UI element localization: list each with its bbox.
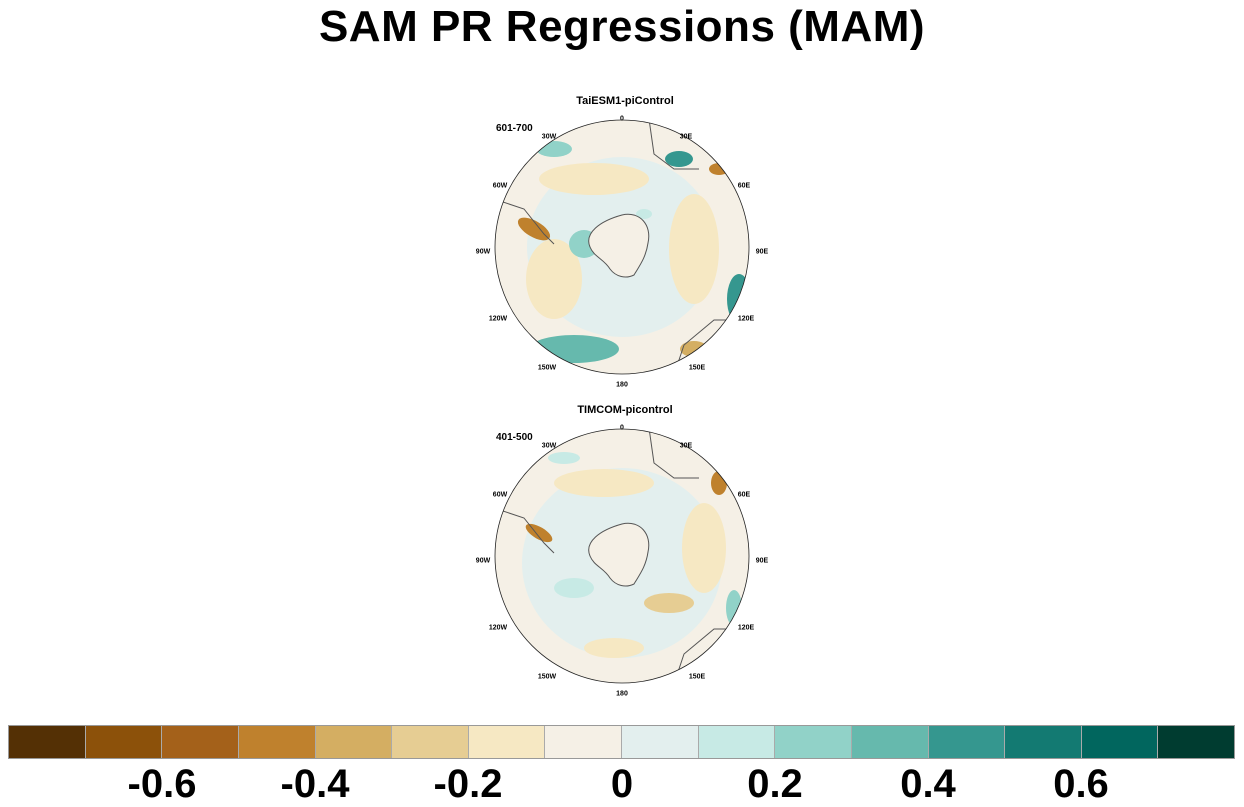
lon-label-30e: 30E (679, 133, 693, 141)
colorbar-swatch (468, 726, 546, 758)
colorbar-swatch (545, 726, 622, 758)
colorbar-swatch (162, 726, 239, 758)
colorbar-tick: 0.2 (747, 762, 803, 806)
colorbar-swatch (315, 726, 393, 758)
lon-label-90w: 90W (475, 557, 491, 565)
colorbar-swatch (622, 726, 699, 758)
lon-label-0: 0 (620, 424, 624, 432)
colorbar-tick: -0.2 (433, 762, 503, 806)
lon-label-60w: 60W (492, 491, 508, 499)
lon-label-60w: 60W (492, 182, 508, 190)
colorbar-swatch (775, 726, 852, 758)
colorbar-swatch (9, 726, 86, 758)
polar-map (494, 119, 750, 375)
lon-label-150w: 150W (537, 673, 557, 681)
colorbar (8, 725, 1235, 759)
lon-label-180: 180 (616, 381, 628, 389)
figure-title: SAM PR Regressions (MAM) (318, 2, 926, 51)
lon-label-0: 0 (620, 115, 624, 123)
panel-title: TaiESM1-piControl (576, 95, 674, 107)
colorbar-tick-labels: -0.6 -0.4 -0.2 0 0.2 0.4 0.6 (0, 762, 1244, 806)
colorbar-swatch (928, 726, 1006, 758)
lon-label-90e: 90E (755, 557, 769, 565)
lon-label-30w: 30W (541, 442, 557, 450)
colorbar-swatch (85, 726, 163, 758)
colorbar-tick: 0.6 (1053, 762, 1109, 806)
lon-label-150e: 150E (688, 364, 706, 372)
map-panel-timcom: TIMCOM-picontrol 401-500 0 30E 60E 90E 1… (470, 404, 780, 698)
period-label: 601-700 (496, 123, 533, 134)
lon-label-120e: 120E (737, 315, 755, 323)
colorbar-swatch (698, 726, 776, 758)
lon-label-180: 180 (616, 690, 628, 698)
colorbar-swatch (1158, 726, 1234, 758)
colorbar-swatch (238, 726, 316, 758)
lon-label-30w: 30W (541, 133, 557, 141)
lon-label-90w: 90W (475, 248, 491, 256)
lon-label-120e: 120E (737, 624, 755, 632)
colorbar-swatch (392, 726, 469, 758)
colorbar-swatch (851, 726, 929, 758)
colorbar-swatch (1005, 726, 1082, 758)
colorbar-tick: 0 (610, 762, 634, 806)
period-label: 401-500 (496, 432, 533, 443)
colorbar-tick: -0.4 (280, 762, 350, 806)
lon-label-60e: 60E (737, 491, 751, 499)
lon-label-150w: 150W (537, 364, 557, 372)
lon-label-60e: 60E (737, 182, 751, 190)
panel-title: TIMCOM-picontrol (577, 404, 673, 416)
polar-map (494, 428, 750, 684)
lon-label-150e: 150E (688, 673, 706, 681)
colorbar-swatch (1081, 726, 1159, 758)
lon-label-30e: 30E (679, 442, 693, 450)
map-panel-taiesm1: TaiESM1-piControl 601-700 0 30E 60E 90 (470, 95, 780, 389)
lon-label-90e: 90E (755, 248, 769, 256)
lon-label-120w: 120W (488, 624, 508, 632)
colorbar-tick: 0.4 (900, 762, 956, 806)
lon-label-120w: 120W (488, 315, 508, 323)
colorbar-tick: -0.6 (127, 762, 197, 806)
